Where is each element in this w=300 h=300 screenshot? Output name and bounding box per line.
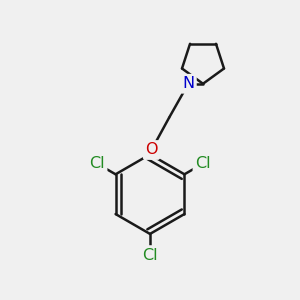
Text: N: N (182, 76, 194, 91)
Text: Cl: Cl (195, 156, 211, 171)
Text: Cl: Cl (89, 156, 105, 171)
Text: Cl: Cl (142, 248, 158, 262)
Text: O: O (145, 142, 158, 158)
